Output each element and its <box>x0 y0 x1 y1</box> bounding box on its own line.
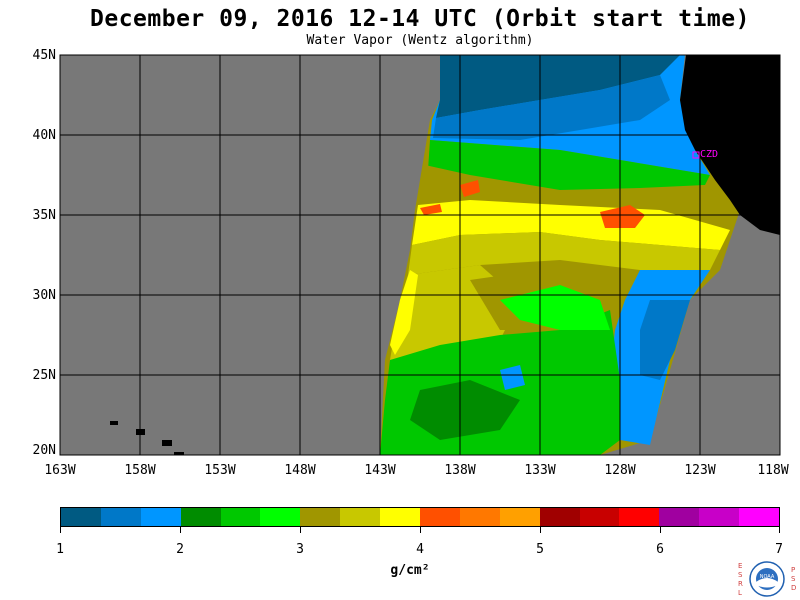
colorbar-label-1: 1 <box>56 542 64 557</box>
colorbar-swatch <box>579 508 620 526</box>
lon-label-158w: 158W <box>124 463 156 478</box>
colorbar-tick <box>300 527 301 533</box>
colorbar-swatch <box>539 508 580 526</box>
colorbar-label-3: 3 <box>296 542 304 557</box>
island-hawaii <box>174 452 184 455</box>
colorbar <box>60 507 780 527</box>
logo-left-letter: R <box>738 580 743 588</box>
colorbar-tick <box>540 527 541 533</box>
lat-label-30n: 30N <box>32 288 56 303</box>
colorbar-swatch <box>220 508 261 526</box>
lat-label-25n: 25N <box>32 368 56 383</box>
colorbar-swatch <box>61 508 101 526</box>
map-title: December 09, 2016 12-14 UTC (Orbit start… <box>90 6 750 32</box>
colorbar-swatch <box>459 508 500 526</box>
colorbar-swatch <box>499 508 540 526</box>
island-kauai <box>110 421 118 425</box>
colorbar-swatch <box>380 508 421 526</box>
swath-orange-max-west <box>460 180 480 197</box>
colorbar-swatch <box>619 508 660 526</box>
colorbar-units: g/cm² <box>390 563 430 578</box>
colorbar-swatch <box>100 508 141 526</box>
logo-left-letter: S <box>738 571 743 579</box>
water-vapor-map: CZD <box>59 54 781 456</box>
colorbar-swatch <box>260 508 301 526</box>
swath-dark-green-south <box>410 380 520 440</box>
satellite-swath <box>380 55 740 455</box>
colorbar-tick <box>60 527 61 533</box>
lon-label-123w: 123W <box>684 463 716 478</box>
colorbar-label-4: 4 <box>416 542 424 557</box>
lat-label-20n: 20N <box>32 443 56 458</box>
noaa-esrl-psd-logo: E S R L P S D NOAA <box>738 561 796 597</box>
lat-label-35n: 35N <box>32 208 56 223</box>
lon-label-163w: 163W <box>44 463 76 478</box>
lon-label-153w: 153W <box>204 463 236 478</box>
logo-right-letter: S <box>791 575 796 583</box>
swath-orange-max-west2 <box>420 204 442 215</box>
colorbar-swatch <box>340 508 381 526</box>
colorbar-tick <box>779 527 780 533</box>
logo-left-letter: L <box>738 589 742 597</box>
lon-label-143w: 143W <box>364 463 396 478</box>
land-north-america <box>680 55 780 235</box>
lon-label-138w: 138W <box>444 463 476 478</box>
colorbar-swatch <box>420 508 460 526</box>
colorbar-label-7: 7 <box>775 542 783 557</box>
colorbar-label-2: 2 <box>176 542 184 557</box>
colorbar-swatch <box>300 508 341 526</box>
colorbar-swatch <box>699 508 740 526</box>
swath-yellow-west-edge <box>390 270 418 355</box>
lon-label-128w: 128W <box>604 463 636 478</box>
colorbar-tick <box>660 527 661 533</box>
swath-dark-blue-north <box>436 55 680 118</box>
svg-text:NOAA: NOAA <box>760 574 775 580</box>
map-frame <box>59 54 781 456</box>
map-subtitle: Water Vapor (Wentz algorithm) <box>306 33 534 48</box>
logo-right-letter: P <box>791 566 795 574</box>
logo-right-letter: D <box>791 584 796 592</box>
colorbar-swatch <box>739 508 780 526</box>
colorbar-label-6: 6 <box>656 542 664 557</box>
swath-bright-green-spots <box>500 285 610 330</box>
lon-label-118w: 118W <box>757 463 789 478</box>
swath-olive-band <box>418 165 740 230</box>
graticule <box>60 55 780 455</box>
lon-label-148w: 148W <box>284 463 316 478</box>
colorbar-label-5: 5 <box>536 542 544 557</box>
lon-label-133w: 133W <box>524 463 556 478</box>
swath-dark-blue-east <box>640 300 690 380</box>
swath-yellow-band <box>412 200 730 250</box>
swath-olive-band-lower <box>408 232 720 275</box>
island-maui <box>162 440 172 446</box>
colorbar-swatch <box>140 508 181 526</box>
logo-left-letter: E <box>738 562 742 570</box>
lat-label-40n: 40N <box>32 128 56 143</box>
lat-label-45n: 45N <box>32 48 56 63</box>
swath-mid-blue-band <box>433 75 670 140</box>
colorbar-swatch <box>659 508 700 526</box>
swath-blue-patch <box>500 365 525 390</box>
station-czd-label: CZD <box>700 149 718 160</box>
station-czd-marker: CZD <box>692 149 718 160</box>
colorbar-swatch <box>180 508 221 526</box>
colorbar-tick <box>180 527 181 533</box>
swath-orange-max-east <box>600 205 645 228</box>
colorbar-tick <box>420 527 421 533</box>
